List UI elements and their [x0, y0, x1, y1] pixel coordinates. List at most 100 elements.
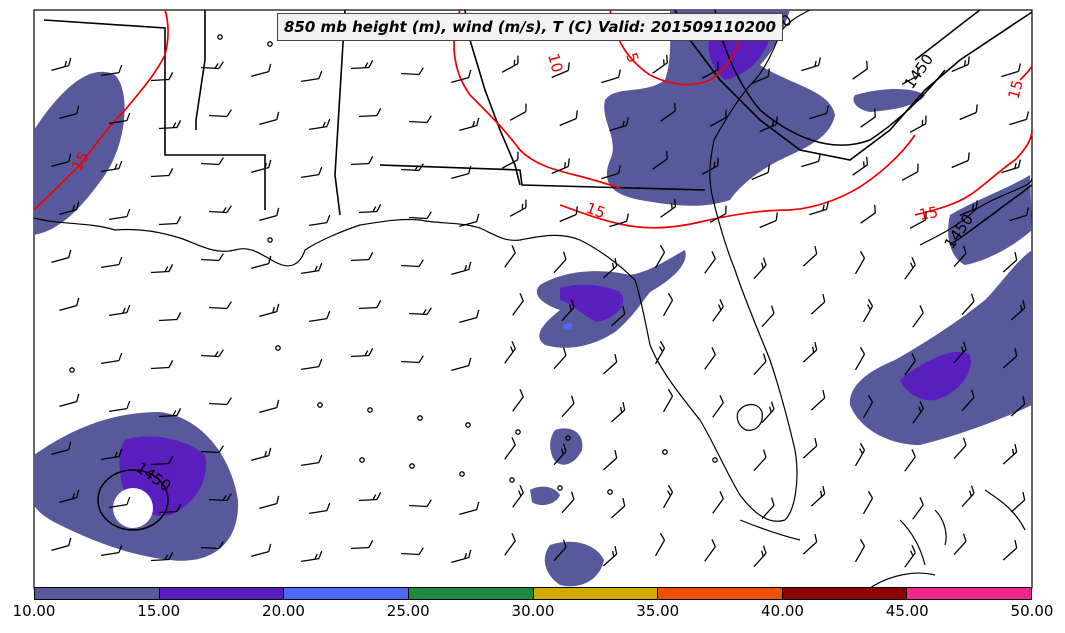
wind-barb	[350, 252, 374, 262]
wind-barb	[400, 355, 424, 364]
wind-barb	[101, 256, 123, 269]
wind-barb	[709, 109, 727, 127]
state-borders	[43, 9, 1033, 216]
wind-barb	[961, 293, 975, 316]
wind-barb	[101, 352, 123, 365]
carolina-coastline	[919, 177, 1033, 246]
calm-wind-marker	[465, 422, 471, 428]
wind-barb	[309, 118, 331, 131]
wind-barb	[610, 401, 626, 423]
wind-barb	[408, 115, 432, 124]
wind-barb	[701, 157, 719, 175]
temp-contour-west	[33, 9, 169, 211]
colorbar-tick-label: 50.00	[1010, 602, 1054, 620]
colorbar-tick-label: 10.00	[12, 602, 56, 620]
wind-barb	[109, 496, 131, 509]
wind-barb	[150, 168, 174, 178]
wind-barb	[251, 255, 272, 269]
wind-barb	[504, 533, 516, 556]
wind-barb	[704, 251, 716, 274]
wind-barb	[712, 491, 724, 514]
wind-barb	[59, 297, 80, 311]
wind-barb	[408, 499, 432, 508]
wind-barb	[459, 117, 480, 131]
wind-barb	[158, 408, 182, 418]
wind-barb	[512, 293, 524, 316]
calm-wind-marker	[662, 449, 668, 455]
wind-barb	[712, 395, 724, 418]
wind-barb	[901, 163, 919, 181]
wind-barb	[559, 110, 578, 127]
calm-wind-marker	[509, 477, 515, 483]
wind-barb	[904, 257, 916, 280]
wind-barb	[158, 216, 182, 226]
wind-barb	[509, 103, 527, 121]
wind-barb	[610, 305, 626, 327]
calm-wind-marker	[317, 402, 323, 408]
precip-core-bigbend	[560, 284, 624, 322]
wind-barb	[701, 61, 719, 79]
wind-barb	[860, 204, 877, 224]
wind-barb	[953, 341, 967, 364]
wind-barb	[662, 292, 674, 317]
wind-barb	[101, 160, 123, 173]
precip-core-atlantic	[900, 351, 971, 401]
map-title: 850 mb height (m), wind (m/s), T (C) Val…	[277, 13, 783, 41]
wind-barb	[51, 153, 72, 167]
wind-barb	[1010, 491, 1026, 513]
wind-barb	[200, 157, 224, 166]
wind-barb	[602, 449, 618, 471]
wind-barb	[909, 115, 927, 133]
atlantic-coastline	[713, 9, 811, 141]
wind-barb	[451, 69, 472, 83]
wind-barb	[862, 298, 874, 323]
wind-barb	[150, 552, 174, 562]
wind-barb	[961, 485, 975, 508]
wind-barb	[912, 401, 924, 424]
wind-barb	[459, 213, 480, 227]
hurricane-eye	[113, 488, 153, 528]
wind-barb	[951, 152, 970, 169]
wind-barb	[610, 497, 626, 519]
wind-barb	[200, 349, 224, 358]
wind-barb	[259, 495, 280, 509]
height-contour-west	[97, 469, 169, 531]
wind-barb	[158, 120, 182, 130]
wind-barb	[109, 400, 131, 413]
lake-okeechobee	[736, 403, 763, 431]
wind-barb	[504, 245, 516, 268]
calm-wind-marker	[712, 457, 718, 463]
colorbar-segment	[284, 588, 409, 599]
wind-barb	[801, 57, 822, 72]
wind-barb	[761, 305, 775, 328]
temperature-contours	[33, 9, 1033, 229]
border-mississippi-alabama	[334, 9, 346, 216]
wind-barb	[854, 346, 866, 371]
wind-barb	[109, 304, 131, 317]
wind-barb	[553, 539, 567, 562]
wind-barb	[309, 310, 331, 323]
wind-barb	[101, 544, 123, 557]
wind-barb	[1002, 443, 1018, 465]
wind-barb	[251, 159, 272, 173]
wind-barb	[904, 449, 916, 472]
wind-barb	[802, 245, 818, 267]
wind-barb	[901, 67, 919, 85]
colorbar-segment	[782, 588, 908, 599]
wind-barb	[802, 533, 818, 555]
calm-wind-marker	[359, 457, 365, 463]
colorbar-tick-label: 45.00	[885, 602, 929, 620]
wind-barb	[660, 102, 677, 122]
wind-barb	[753, 353, 767, 376]
wind-barb	[953, 245, 967, 268]
precip-region-carolina	[948, 175, 1032, 265]
wind-barb	[59, 489, 80, 503]
wind-barb	[358, 108, 382, 118]
wind-barb	[1010, 299, 1026, 321]
wind-barb	[208, 397, 232, 406]
wind-barb	[553, 251, 567, 274]
wind-barb	[904, 545, 916, 568]
wind-barb	[759, 212, 778, 229]
wind-barb	[301, 262, 323, 275]
temp-label-10: 10	[544, 51, 566, 74]
